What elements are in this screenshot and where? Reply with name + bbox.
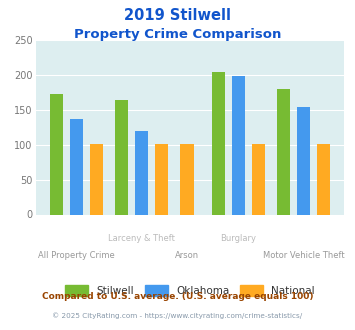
Bar (252, 144, 265, 214)
Text: 2019 Stilwell: 2019 Stilwell (124, 8, 231, 23)
Bar (89, 144, 103, 214)
Text: Burglary: Burglary (220, 234, 256, 243)
Text: Larceny & Theft: Larceny & Theft (108, 234, 175, 243)
Bar (50, 94, 63, 214)
Bar (297, 107, 310, 214)
Text: All Property Crime: All Property Crime (38, 250, 115, 260)
Bar (115, 100, 128, 214)
Legend: Stilwell, Oklahoma, National: Stilwell, Oklahoma, National (61, 281, 319, 300)
Text: Compared to U.S. average. (U.S. average equals 100): Compared to U.S. average. (U.S. average … (42, 292, 313, 301)
Text: Arson: Arson (175, 250, 199, 260)
Bar (180, 144, 193, 214)
Bar (317, 144, 330, 214)
Text: Property Crime Comparison: Property Crime Comparison (74, 28, 281, 41)
Bar (212, 72, 225, 215)
Bar (231, 76, 245, 215)
Text: Motor Vehicle Theft: Motor Vehicle Theft (263, 250, 344, 260)
Bar (155, 144, 168, 214)
Bar (277, 88, 290, 214)
Bar (70, 119, 83, 214)
Text: © 2025 CityRating.com - https://www.cityrating.com/crime-statistics/: © 2025 CityRating.com - https://www.city… (53, 312, 302, 318)
Bar (135, 131, 148, 214)
